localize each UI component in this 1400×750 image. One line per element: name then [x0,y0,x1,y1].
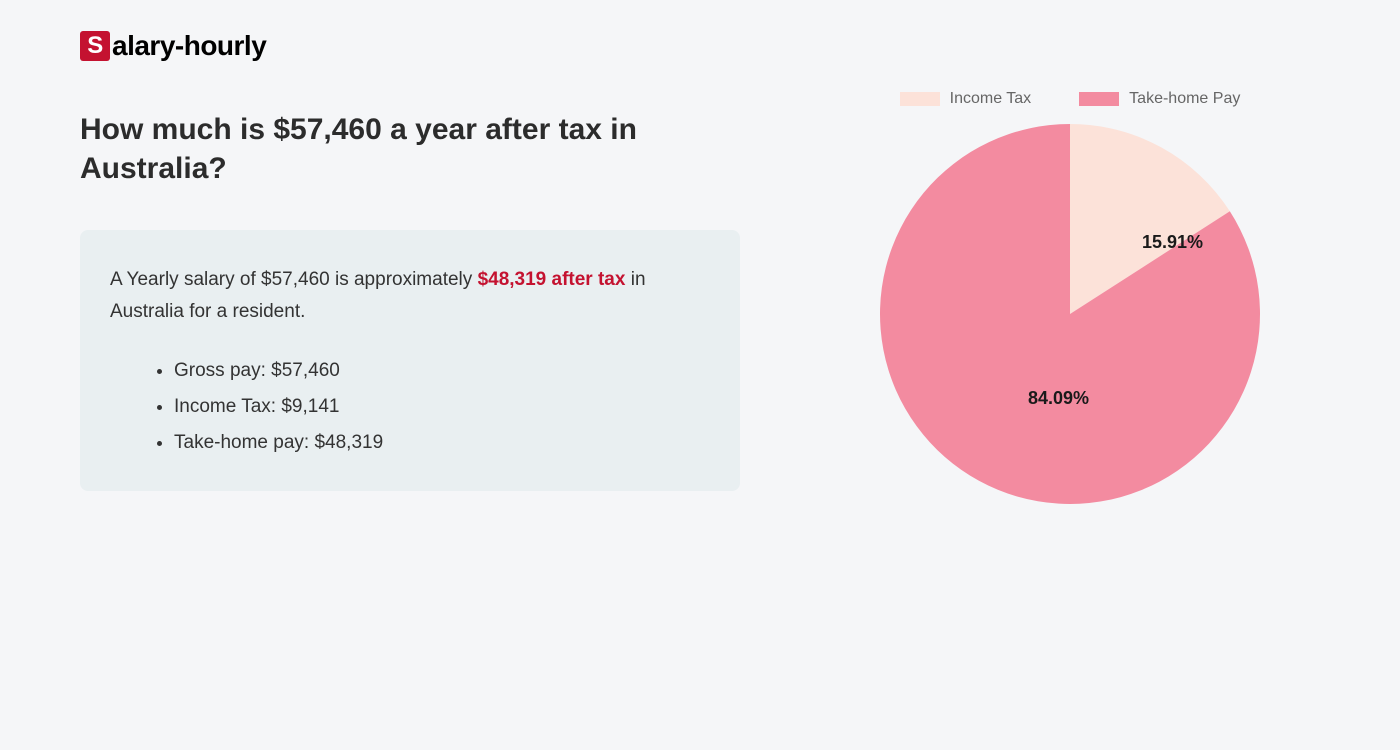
list-item: Income Tax: $9,141 [174,389,710,425]
legend-label: Take-home Pay [1129,90,1240,108]
summary-box: A Yearly salary of $57,460 is approximat… [80,230,740,491]
pie-chart: 15.91% 84.09% [880,124,1260,504]
legend-item-takehome: Take-home Pay [1079,90,1240,108]
slice-label-tax: 15.91% [1142,232,1203,253]
legend-swatch [1079,92,1119,106]
list-item: Take-home pay: $48,319 [174,425,710,461]
summary-highlight: $48,319 after tax [478,269,626,290]
pie-svg [880,124,1260,504]
chart-column: Income Tax Take-home Pay 15.91% 84.09% [820,90,1320,504]
legend-swatch [900,92,940,106]
legend-item-tax: Income Tax [900,90,1032,108]
legend-label: Income Tax [950,90,1032,108]
summary-text: A Yearly salary of $57,460 is approximat… [110,264,710,329]
logo-badge: S [80,31,110,61]
site-logo: Salary-hourly [80,30,1320,62]
summary-pre: A Yearly salary of $57,460 is approximat… [110,269,478,290]
left-column: How much is $57,460 a year after tax in … [80,110,740,504]
logo-text: alary-hourly [112,30,266,62]
list-item: Gross pay: $57,460 [174,353,710,389]
main-content: How much is $57,460 a year after tax in … [80,110,1320,504]
breakdown-list: Gross pay: $57,460 Income Tax: $9,141 Ta… [110,353,710,461]
slice-label-takehome: 84.09% [1028,388,1089,409]
chart-legend: Income Tax Take-home Pay [900,90,1241,108]
page-heading: How much is $57,460 a year after tax in … [80,110,740,188]
